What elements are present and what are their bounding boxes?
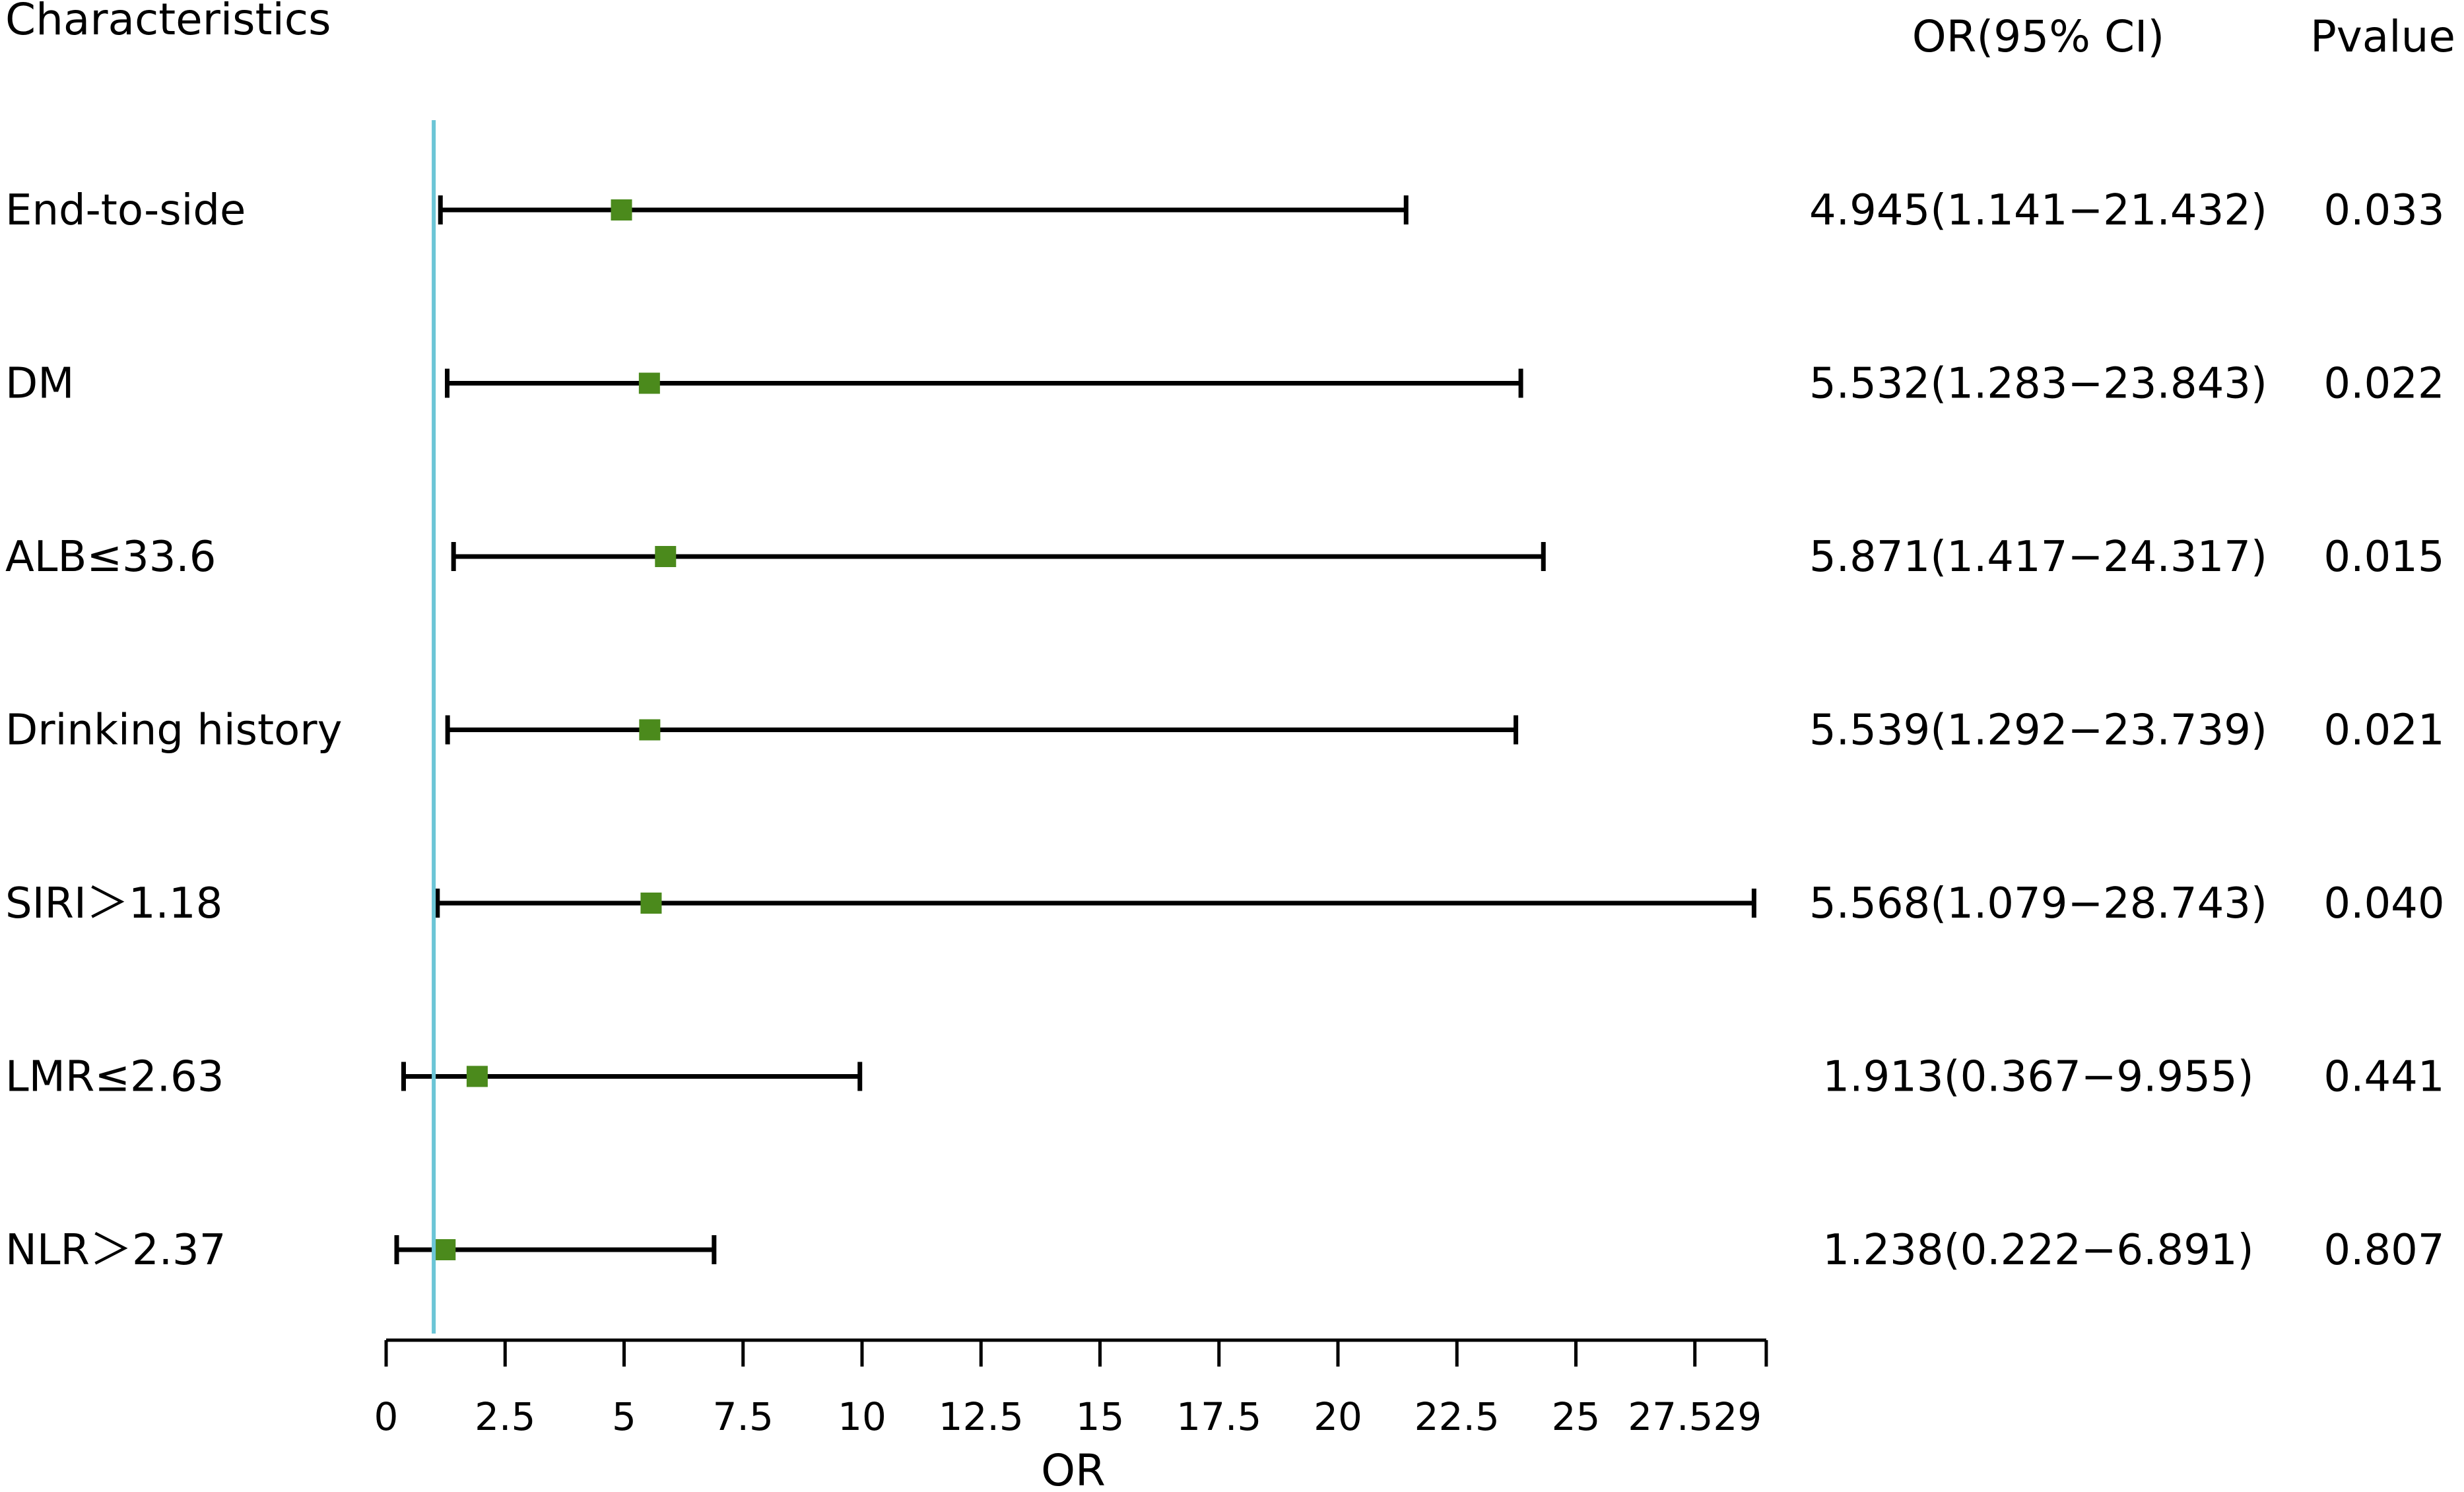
p-value: 0.040: [2323, 879, 2444, 928]
or-ci-value: 5.532(1.283−23.843): [1809, 360, 2267, 409]
header-pvalue: Pvalue: [2310, 11, 2455, 62]
or-ci-value: 1.238(0.222−6.891): [1822, 1226, 2253, 1275]
x-axis: 0 2.5 5 7.5 10 12.5 15 17.5 20 22.5 25 27.529: [374, 1338, 1768, 1439]
or-ci-value: 4.945(1.141−21.432): [1809, 186, 2267, 235]
x-tick-label: 0: [374, 1394, 399, 1439]
row-label: NLR＞2.37: [5, 1226, 226, 1275]
row-label: DM: [5, 360, 75, 409]
rows-layer: End-to-side 4.945(1.141−21.432) 0.033 DM 5.5…: [5, 186, 2445, 1275]
or-point: [639, 719, 661, 741]
forest-row: End-to-side 4.945(1.141−21.432) 0.033: [5, 186, 2445, 235]
p-value: 0.022: [2323, 360, 2444, 409]
x-tick-label: 25: [1552, 1394, 1601, 1439]
forest-row: ALB≤33.6 5.871(1.417−24.317) 0.015: [5, 533, 2445, 582]
p-value: 0.441: [2323, 1053, 2444, 1102]
x-axis-label: OR: [1041, 1445, 1106, 1492]
or-point: [655, 546, 677, 567]
row-label: End-to-side: [5, 186, 246, 235]
or-point: [466, 1066, 488, 1087]
forest-row: SIRI＞1.18 5.568(1.079−28.743) 0.040: [5, 879, 2445, 928]
or-point: [434, 1239, 456, 1260]
x-tick-label: 27.529: [1628, 1394, 1762, 1439]
row-label: ALB≤33.6: [5, 533, 216, 582]
p-value: 0.033: [2323, 186, 2444, 235]
x-tick-label: 10: [838, 1394, 886, 1439]
row-label: Drinking history: [5, 706, 342, 755]
x-tick-label: 17.5: [1176, 1394, 1261, 1439]
forest-row: Drinking history 5.539(1.292−23.739) 0.021: [5, 706, 2445, 755]
x-tick-label: 15: [1076, 1394, 1125, 1439]
or-ci-value: 5.871(1.417−24.317): [1809, 533, 2267, 582]
header-or-ci: OR(95% CI): [1912, 11, 2165, 62]
x-tick-label: 12.5: [939, 1394, 1024, 1439]
or-point: [611, 199, 632, 220]
row-label: SIRI＞1.18: [5, 879, 222, 928]
forest-row: NLR＞2.37 1.238(0.222−6.891) 0.807: [5, 1226, 2445, 1275]
p-value: 0.015: [2323, 533, 2444, 582]
x-tick-label: 20: [1314, 1394, 1362, 1439]
x-tick-label: 2.5: [475, 1394, 535, 1439]
p-value: 0.807: [2323, 1226, 2444, 1275]
or-ci-value: 5.568(1.079−28.743): [1809, 879, 2267, 928]
or-ci-value: 5.539(1.292−23.739): [1809, 706, 2267, 755]
row-label: LMR≤2.63: [5, 1053, 224, 1102]
x-tick-label: 5: [612, 1394, 636, 1439]
forest-row: LMR≤2.63 1.913(0.367−9.955) 0.441: [5, 1053, 2445, 1102]
x-tick-label: 22.5: [1415, 1394, 1500, 1439]
x-tick-label: 7.5: [713, 1394, 774, 1439]
or-point: [640, 893, 662, 914]
forest-row: DM 5.532(1.283−23.843) 0.022: [5, 360, 2445, 409]
or-ci-value: 1.913(0.367−9.955): [1822, 1053, 2253, 1102]
p-value: 0.021: [2323, 706, 2444, 755]
header-characteristics: Characteristics: [5, 0, 331, 45]
or-point: [638, 372, 660, 394]
